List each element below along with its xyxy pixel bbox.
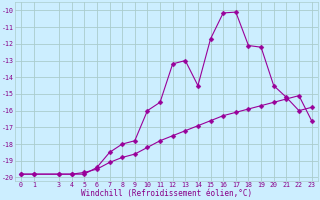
- X-axis label: Windchill (Refroidissement éolien,°C): Windchill (Refroidissement éolien,°C): [81, 189, 252, 198]
